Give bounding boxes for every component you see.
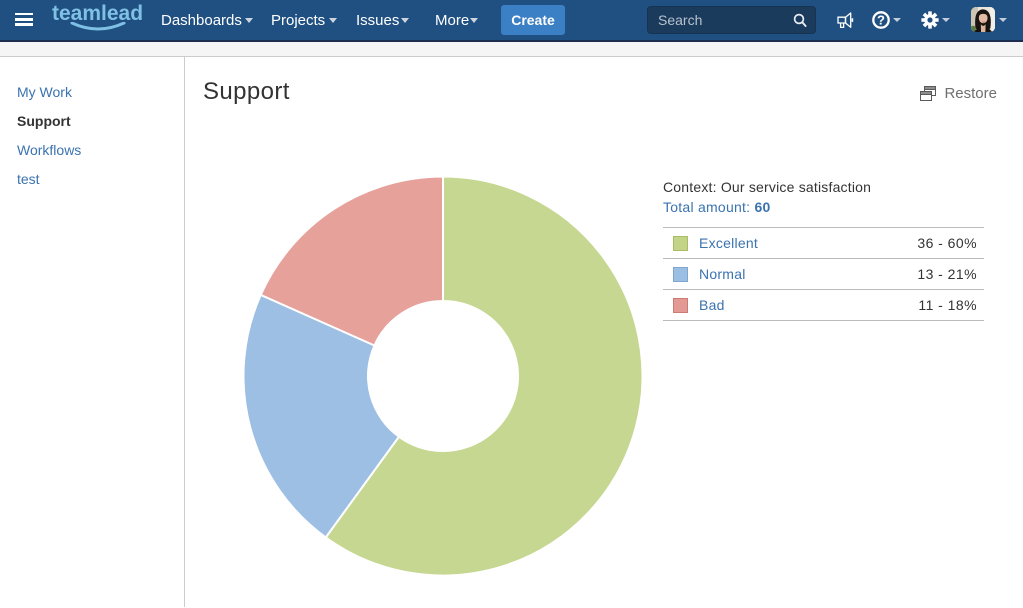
svg-text:?: ? [877, 13, 885, 28]
